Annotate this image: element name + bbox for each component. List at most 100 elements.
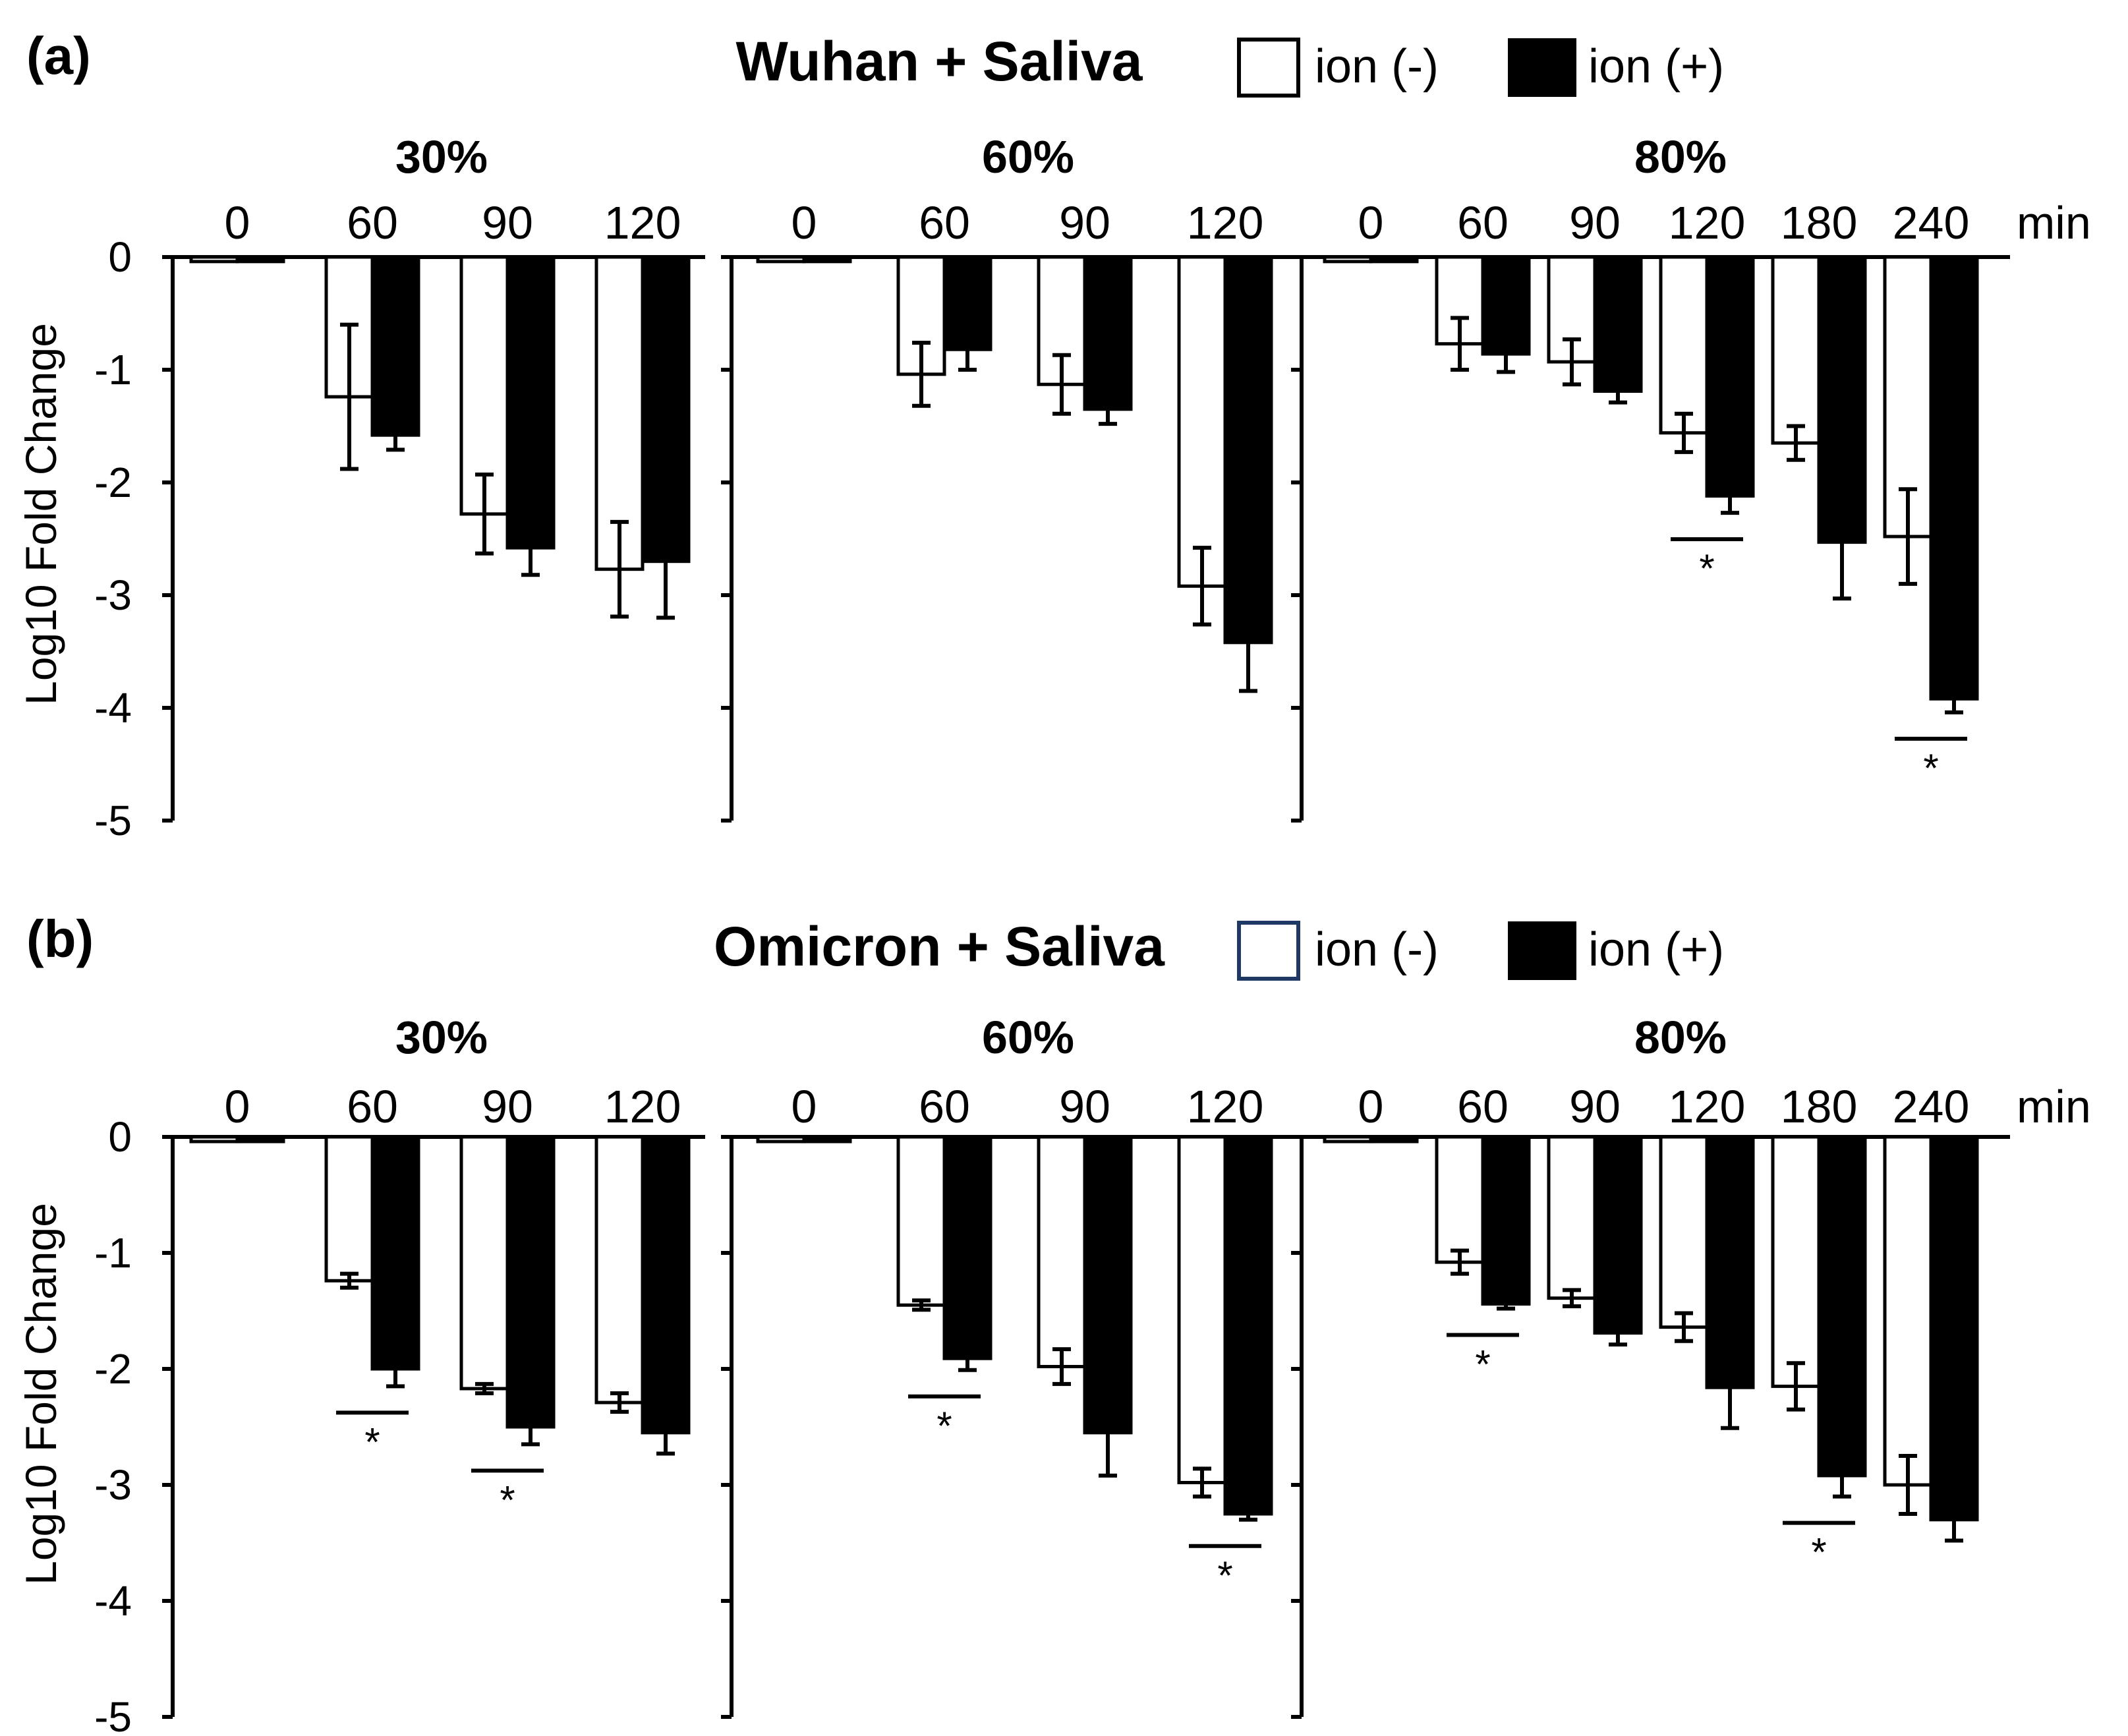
humidity-group-30: 30% 0 60 * 90 * 120	[162, 1012, 705, 1719]
bar-ion-minus	[594, 255, 645, 571]
time-tick-label: 90	[1059, 197, 1110, 248]
time-tick-label: 120	[604, 197, 681, 248]
y-tick-label: -3	[94, 571, 132, 619]
y-tick-label: 0	[108, 233, 132, 281]
time-tick-label: 90	[1059, 1081, 1110, 1132]
legend-swatch-ion-minus	[1237, 921, 1300, 981]
legend-swatch-ion-minus	[1237, 38, 1300, 98]
time-tick-label: 60	[1457, 1081, 1509, 1132]
humidity-label: 60%	[982, 1012, 1074, 1063]
time-tick-label: 90	[1569, 197, 1621, 248]
bar-ion-minus	[1323, 1135, 1373, 1143]
time-tick-label: 240	[1893, 197, 1970, 248]
bar-ion-plus	[802, 1135, 852, 1143]
time-unit-label: min	[2017, 197, 2091, 248]
bar-ion-plus	[1369, 255, 1419, 264]
bar-ion-minus	[756, 1135, 806, 1143]
time-tick-label: 120	[1669, 197, 1746, 248]
significance-star: *	[1699, 546, 1714, 591]
bar-ion-plus	[235, 255, 285, 264]
legend-label-ion-plus: ion (+)	[1588, 40, 1724, 93]
significance-star: *	[364, 1420, 380, 1464]
significance-star: *	[1217, 1553, 1232, 1598]
legend-swatch-ion-plus	[1508, 921, 1576, 980]
bar-ion-plus	[1929, 1135, 1979, 1522]
bar-ion-minus	[896, 1135, 946, 1307]
time-tick-label: 0	[225, 197, 250, 248]
legend-label-ion-minus: ion (-)	[1315, 40, 1439, 93]
significance-star: *	[1923, 746, 1938, 790]
bar-ion-minus	[324, 1135, 374, 1283]
bar-ion-plus	[505, 255, 556, 550]
y-tick-label: -3	[94, 1461, 132, 1509]
bar-ion-minus	[1547, 1135, 1597, 1300]
bar-ion-minus	[189, 255, 239, 264]
chart-panel-a: (a) Wuhan + Saliva ion (-) ion (+) Log10 Fol…	[16, 26, 2091, 844]
humidity-label: 60%	[982, 131, 1074, 183]
y-tick-label: -4	[94, 1577, 132, 1625]
time-tick-label: 60	[347, 1081, 398, 1132]
bar-ion-plus	[235, 1135, 285, 1143]
y-tick-label: -2	[94, 1345, 132, 1393]
time-unit-label: min	[2017, 1081, 2091, 1132]
bar-ion-minus	[189, 1135, 239, 1143]
time-tick-label: 0	[225, 1081, 250, 1132]
legend-label-ion-minus: ion (-)	[1315, 923, 1439, 976]
time-tick-label: 120	[1669, 1081, 1746, 1132]
time-tick-label: 0	[1358, 1081, 1384, 1132]
y-axis-label: Log10 Fold Change	[16, 1203, 65, 1585]
bar-ion-minus	[1659, 255, 1709, 435]
bar-ion-plus	[1369, 1135, 1419, 1143]
time-tick-label: 90	[482, 197, 533, 248]
bar-ion-minus	[459, 1135, 509, 1391]
chart-title: Wuhan + Saliva	[736, 30, 1143, 92]
bar-ion-plus	[1593, 1135, 1643, 1335]
y-tick-label: -1	[94, 346, 132, 393]
time-tick-label: 0	[791, 197, 817, 248]
bar-ion-plus	[505, 1135, 556, 1429]
bar-ion-minus	[1177, 1135, 1227, 1484]
time-tick-label: 120	[1187, 197, 1264, 248]
bar-ion-minus	[1883, 1135, 1933, 1487]
humidity-label: 80%	[1634, 1012, 1727, 1063]
bar-ion-plus	[1481, 1135, 1531, 1306]
humidity-group-80: 80% 0 60 90 120 * 180 240 *	[1291, 131, 2010, 823]
bar-ion-plus	[802, 255, 852, 264]
y-tick-label: -5	[94, 797, 132, 844]
time-tick-label: 120	[1187, 1081, 1264, 1132]
y-tick-label: -2	[94, 459, 132, 506]
humidity-group-60: 60% 0 60 90 120	[721, 131, 1292, 823]
bar-ion-minus	[594, 1135, 645, 1404]
time-tick-label: 60	[1457, 197, 1509, 248]
panel-label: (a)	[26, 26, 91, 85]
time-tick-label: 180	[1781, 1081, 1858, 1132]
bar-ion-minus	[1323, 255, 1373, 264]
bar-ion-plus	[370, 255, 420, 437]
bar-ion-minus	[1037, 1135, 1087, 1368]
bar-ion-minus	[756, 255, 806, 264]
legend-label-ion-plus: ion (+)	[1588, 923, 1724, 976]
chart-panel-b: (b) Omicron + Saliva ion (-) ion (+) Log10 F…	[16, 910, 2091, 1736]
bar-ion-plus	[1593, 255, 1643, 393]
panel-label: (b)	[26, 910, 94, 968]
bar-ion-plus	[1705, 255, 1755, 498]
y-tick-label: 0	[108, 1113, 132, 1161]
y-tick-label: -4	[94, 684, 132, 732]
bar-ion-plus	[1223, 1135, 1273, 1516]
y-tick-label: -1	[94, 1229, 132, 1277]
bar-ion-minus	[1771, 255, 1821, 445]
bar-ion-minus	[1177, 255, 1227, 588]
y-axis-label: Log10 Fold Change	[16, 323, 65, 705]
significance-star: *	[500, 1478, 515, 1522]
bar-ion-plus	[1083, 255, 1133, 411]
bar-ion-plus	[1929, 255, 1979, 701]
bar-ion-minus	[1659, 1135, 1709, 1329]
time-tick-label: 0	[791, 1081, 817, 1132]
time-tick-label: 60	[919, 197, 970, 248]
significance-star: *	[1811, 1530, 1826, 1575]
bar-ion-minus	[1435, 1135, 1485, 1264]
y-tick-label: -5	[94, 1693, 132, 1736]
bar-ion-plus	[370, 1135, 420, 1371]
time-tick-label: 120	[604, 1081, 681, 1132]
